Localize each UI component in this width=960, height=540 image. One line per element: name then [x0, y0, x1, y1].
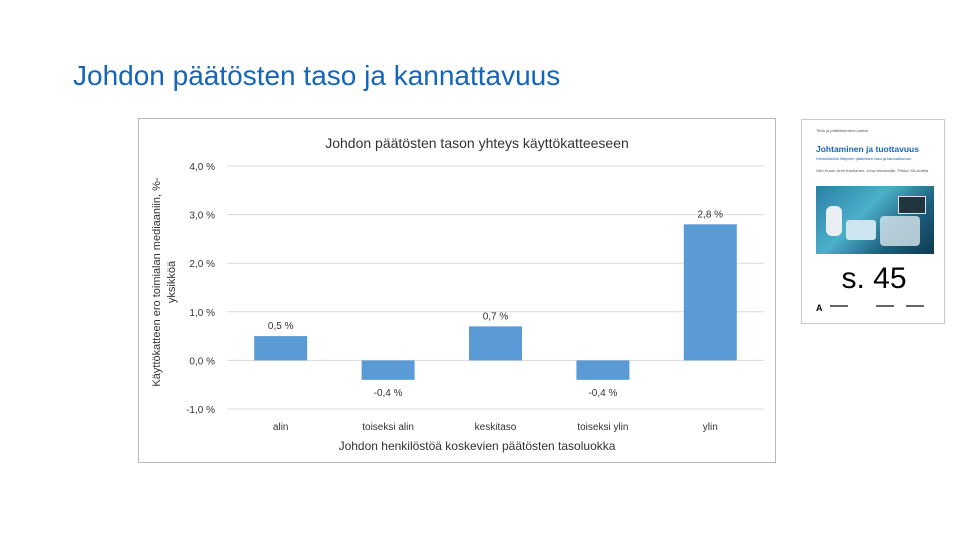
- value-label: -0,4 %: [588, 388, 617, 399]
- footer-mark: [876, 305, 894, 307]
- y-tick-label: 2,0 %: [189, 259, 215, 270]
- x-tick-label: alin: [273, 422, 289, 433]
- book-top-text: Tiivis ja päätöksenteon tueksi: [816, 128, 869, 133]
- book-cover: Tiivis ja päätöksenteon tueksi Johtamine…: [801, 119, 945, 324]
- bar: [576, 360, 630, 380]
- x-tick-label: keskitaso: [475, 422, 517, 433]
- robot-figure: [826, 206, 842, 236]
- y-axis-title-line1: Käyttökatteen ero toimialan mediaaniin, …: [151, 177, 163, 386]
- x-tick-label: toiseksi ylin: [577, 422, 628, 433]
- screen-figure: [898, 196, 926, 214]
- value-label: 2,8 %: [698, 209, 724, 220]
- x-tick-labels: alin toiseksi alin keskitaso toiseksi ylin y…: [273, 422, 718, 433]
- publisher-logo: A: [816, 303, 823, 313]
- y-axis-title: Käyttökatteen ero toimialan mediaaniin, …: [151, 177, 178, 386]
- y-tick-label: 0,0 %: [189, 356, 215, 367]
- y-tick-label: 4,0 %: [189, 162, 215, 173]
- bar: [683, 224, 737, 361]
- bar: [361, 360, 415, 380]
- gridlines: [227, 165, 764, 410]
- page-reference: s. 45: [841, 262, 907, 295]
- y-tick-label: 3,0 %: [189, 211, 215, 222]
- value-label: 0,5 %: [268, 321, 294, 332]
- y-axis-title-line2: yksikköä: [166, 260, 178, 303]
- value-labels: 0,5 % -0,4 % 0,7 % -0,4 % 2,8 %: [268, 209, 723, 399]
- tablet-figure: [846, 220, 876, 240]
- bar: [254, 336, 308, 361]
- hand-figure: [880, 216, 920, 246]
- chart-title: Johdon päätösten tason yhteys käyttökatt…: [325, 135, 629, 151]
- x-axis-title: Johdon henkilöstöä koskevien päätösten t…: [339, 439, 616, 453]
- book-subtitle: Henkilöstöön liittyvien päätösten taso j…: [816, 156, 911, 161]
- slide-title: Johdon päätösten taso ja kannattavuus: [73, 60, 561, 91]
- x-tick-label: ylin: [703, 422, 718, 433]
- footer-mark: [906, 305, 924, 307]
- chart-frame: Johdon päätösten tason yhteys käyttökatt…: [138, 118, 776, 463]
- bar-chart: Johdon päätösten tason yhteys käyttökatt…: [151, 135, 764, 453]
- book-cover-photo: [816, 186, 934, 254]
- y-tick-label: 1,0 %: [189, 308, 215, 319]
- book-title: Johtaminen ja tuottavuus: [816, 144, 919, 154]
- value-label: -0,4 %: [374, 388, 403, 399]
- y-tick-labels: 4,0 % 3,0 % 2,0 % 1,0 % 0,0 % -1,0 %: [186, 162, 215, 416]
- footer-mark: [830, 305, 848, 307]
- value-label: 0,7 %: [483, 311, 509, 322]
- book-footer: A: [816, 303, 934, 313]
- bar: [469, 326, 522, 361]
- x-tick-label: toiseksi alin: [362, 422, 414, 433]
- book-authors: Otto Kuusi, Antti Kauhanen, Juha Vainiom…: [816, 168, 928, 173]
- y-tick-label: -1,0 %: [186, 405, 215, 416]
- bars: [254, 224, 737, 380]
